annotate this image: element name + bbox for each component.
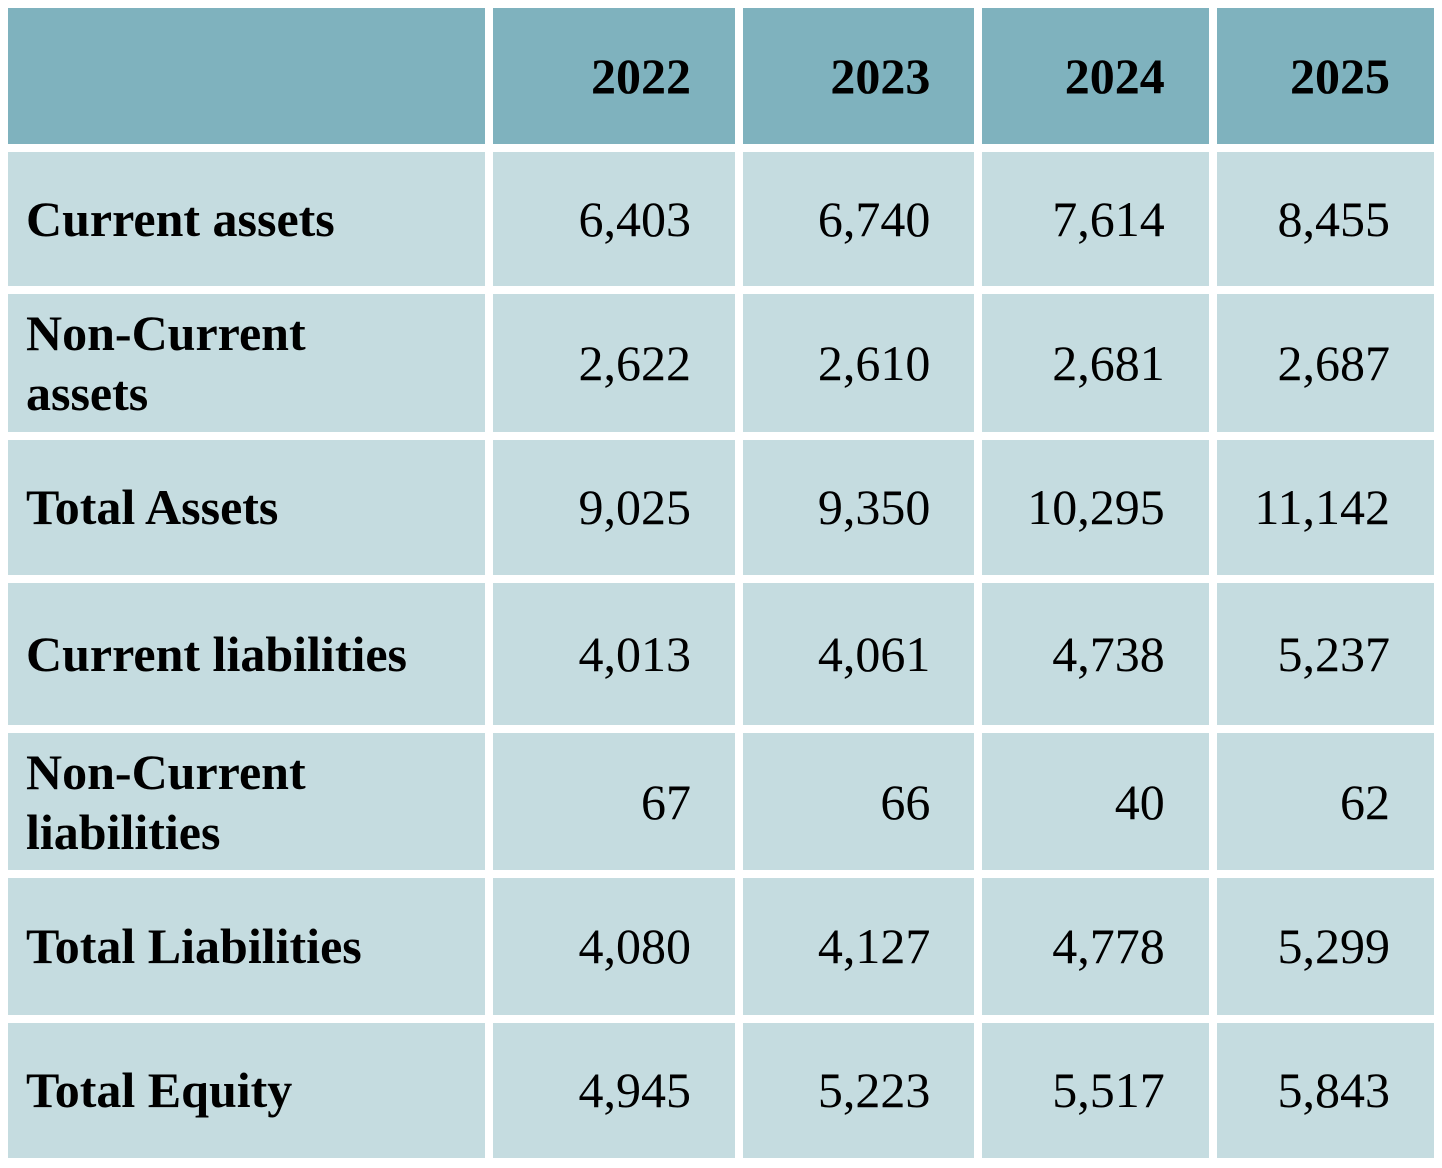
row-label-cell: Current assets — [8, 152, 485, 286]
header-cell-year: 2023 — [743, 8, 975, 145]
value-cell: 4,013 — [492, 582, 736, 725]
value-cell: 66 — [743, 732, 975, 871]
value-cell: 5,237 — [1216, 582, 1434, 725]
value-cell: 5,517 — [982, 1022, 1209, 1158]
value-cell: 4,061 — [743, 582, 975, 725]
value-cell: 9,350 — [743, 440, 975, 575]
value-cell: 4,778 — [982, 878, 1209, 1015]
value-cell: 4,080 — [492, 878, 736, 1015]
value-cell: 2,622 — [492, 293, 736, 433]
row-label-cell: Current liabilities — [8, 582, 485, 725]
row-label-cell: Total Assets — [8, 440, 485, 575]
row-label-cell: Non-Current assets — [8, 293, 485, 433]
value-cell: 67 — [492, 732, 736, 871]
value-cell: 5,843 — [1216, 1022, 1434, 1158]
value-cell: 62 — [1216, 732, 1434, 871]
value-cell: 9,025 — [492, 440, 736, 575]
header-cell-year: 2024 — [982, 8, 1209, 145]
value-cell: 10,295 — [982, 440, 1209, 575]
value-cell: 5,223 — [743, 1022, 975, 1158]
value-cell: 2,610 — [743, 293, 975, 433]
table-corner-cell — [8, 8, 485, 145]
value-cell: 4,127 — [743, 878, 975, 1015]
row-label-cell: Total Equity — [8, 1022, 485, 1158]
value-cell: 7,614 — [982, 152, 1209, 286]
value-cell: 6,740 — [743, 152, 975, 286]
value-cell: 5,299 — [1216, 878, 1434, 1015]
value-cell: 40 — [982, 732, 1209, 871]
value-cell: 4,945 — [492, 1022, 736, 1158]
header-cell-year: 2022 — [492, 8, 736, 145]
value-cell: 6,403 — [492, 152, 736, 286]
value-cell: 2,687 — [1216, 293, 1434, 433]
value-cell: 2,681 — [982, 293, 1209, 433]
value-cell: 4,738 — [982, 582, 1209, 725]
value-cell: 8,455 — [1216, 152, 1434, 286]
row-label-cell: Total Liabilities — [8, 878, 485, 1015]
value-cell: 11,142 — [1216, 440, 1434, 575]
header-cell-year: 2025 — [1216, 8, 1434, 145]
row-label-cell: Non-Current liabilities — [8, 732, 485, 871]
